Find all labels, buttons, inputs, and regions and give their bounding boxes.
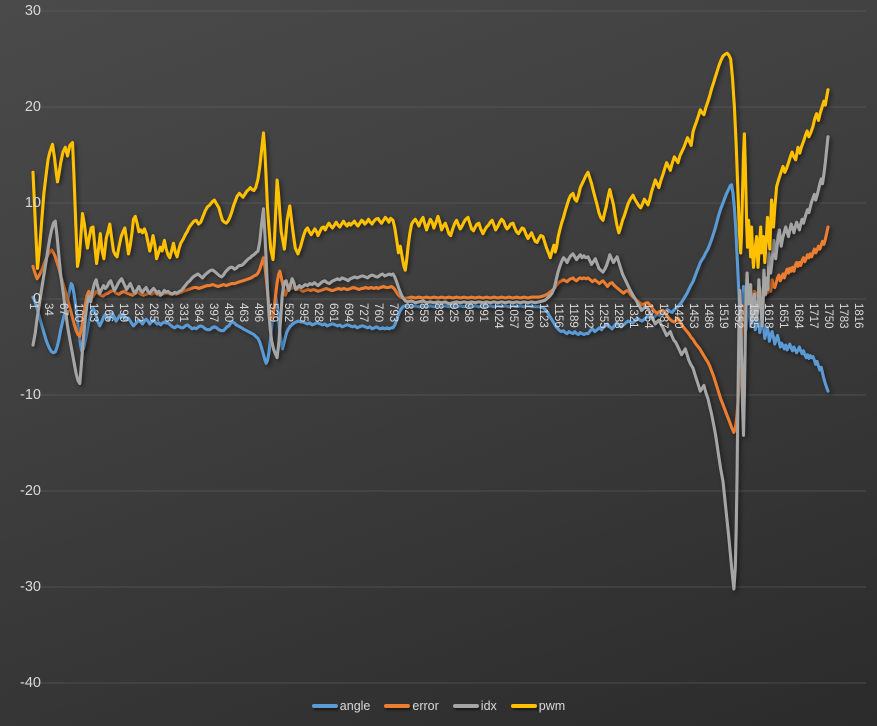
- x-axis-tick-label: 562: [281, 303, 294, 323]
- legend-swatch-error: [384, 704, 411, 708]
- x-axis-tick-label: 1552: [731, 303, 744, 329]
- x-axis-tick-label: 1321: [626, 303, 639, 329]
- x-axis-tick-label: 1255: [596, 303, 609, 329]
- series-line-angle[interactable]: [31, 183, 830, 393]
- x-axis-tick-label: 331: [176, 303, 189, 323]
- x-axis-tick-label: 463: [236, 303, 249, 323]
- x-axis-tick-label: 925: [446, 303, 459, 323]
- legend-item-pwm[interactable]: pwm: [510, 699, 566, 713]
- x-axis-tick-label: 100: [71, 303, 84, 323]
- x-axis-tick-label: 67: [56, 303, 69, 316]
- x-axis-tick-label: 1783: [836, 303, 849, 329]
- legend-label-error: error: [412, 699, 439, 713]
- x-axis-tick-label: 1486: [701, 303, 714, 329]
- x-axis-tick-label: 298: [161, 303, 174, 323]
- x-axis-tick-label: 1222: [581, 303, 594, 329]
- y-axis-tick-label: -30: [20, 579, 41, 595]
- x-axis-tick-label: 1189: [566, 303, 579, 328]
- x-axis-tick-label: 1717: [806, 303, 819, 329]
- x-axis-tick-label: 1123: [536, 303, 549, 328]
- x-axis-tick-label: 1585: [746, 303, 759, 329]
- x-axis-tick-label: 1618: [761, 303, 774, 329]
- x-axis-tick-label: 859: [416, 303, 429, 323]
- series-line-pwm[interactable]: [31, 51, 830, 272]
- x-axis-tick-label: 595: [296, 303, 309, 323]
- x-axis-tick-label: 1750: [821, 303, 834, 329]
- x-axis-tick-label: 199: [116, 303, 129, 323]
- legend-label-angle: angle: [339, 699, 371, 713]
- x-axis-tick-label: 1816: [851, 303, 864, 329]
- x-axis-tick-label: 760: [371, 303, 384, 323]
- x-axis-tick-label: 1453: [686, 303, 699, 329]
- x-axis-tick-label: 430: [221, 303, 234, 323]
- x-axis-tick-label: 661: [326, 303, 339, 323]
- x-axis-tick-label: 364: [191, 303, 204, 323]
- y-axis-tick-label: 10: [24, 195, 41, 211]
- x-axis-tick-label: 232: [131, 303, 144, 323]
- legend-item-error[interactable]: error: [384, 699, 439, 713]
- x-axis-tick-label: 1057: [506, 303, 519, 329]
- legend-swatch-pwm: [510, 704, 537, 708]
- x-axis-tick-label: 628: [311, 303, 324, 323]
- legend-swatch-angle: [311, 704, 338, 708]
- y-axis-tick-label: 20: [24, 99, 41, 115]
- series-line-idx[interactable]: [31, 135, 830, 591]
- y-axis-tick-label: 30: [24, 3, 41, 19]
- x-axis-tick-label: 133: [86, 303, 99, 323]
- x-axis-tick-label: 166: [101, 303, 114, 323]
- x-axis-tick-label: 529: [266, 303, 279, 323]
- x-axis-tick-label: 694: [341, 303, 354, 323]
- x-axis-tick-label: 991: [476, 303, 489, 323]
- x-axis-tick-label: 727: [356, 303, 369, 323]
- y-axis-tick-label: 0: [32, 291, 41, 307]
- x-axis-tick-label: 1: [26, 303, 39, 310]
- x-axis-tick-label: 34: [41, 303, 54, 316]
- x-axis-tick-label: 1387: [656, 303, 669, 329]
- x-axis-tick-label: 1354: [641, 303, 654, 329]
- legend-label-idx: idx: [480, 699, 497, 713]
- x-axis-tick-label: 793: [386, 303, 399, 323]
- y-axis-tick-label: -40: [20, 675, 41, 691]
- x-axis-tick-label: 1288: [611, 303, 624, 329]
- x-axis-tick-label: 1519: [716, 303, 729, 329]
- x-axis-tick-label: 1684: [791, 303, 804, 329]
- x-axis-tick-label: 1651: [776, 303, 789, 329]
- legend-item-angle[interactable]: angle: [311, 699, 371, 713]
- legend: angle error idx pwm: [0, 697, 877, 715]
- x-axis-tick-label: 1420: [671, 303, 684, 329]
- x-axis-tick-label: 496: [251, 303, 264, 323]
- y-axis-tick-label: -10: [20, 387, 41, 403]
- legend-label-pwm: pwm: [538, 699, 566, 713]
- x-axis-tick-label: 1156: [551, 303, 564, 328]
- x-axis-tick-label: 397: [206, 303, 219, 323]
- y-axis-tick-label: -20: [20, 483, 41, 499]
- x-axis-tick-label: 826: [401, 303, 414, 323]
- legend-item-idx[interactable]: idx: [452, 699, 497, 713]
- x-axis-tick-label: 1090: [521, 303, 534, 329]
- x-axis-tick-label: 265: [146, 303, 159, 323]
- x-axis-tick-label: 958: [461, 303, 474, 323]
- legend-swatch-idx: [452, 704, 479, 708]
- x-axis-tick-label: 1024: [491, 303, 504, 329]
- x-axis-tick-label: 892: [431, 303, 444, 323]
